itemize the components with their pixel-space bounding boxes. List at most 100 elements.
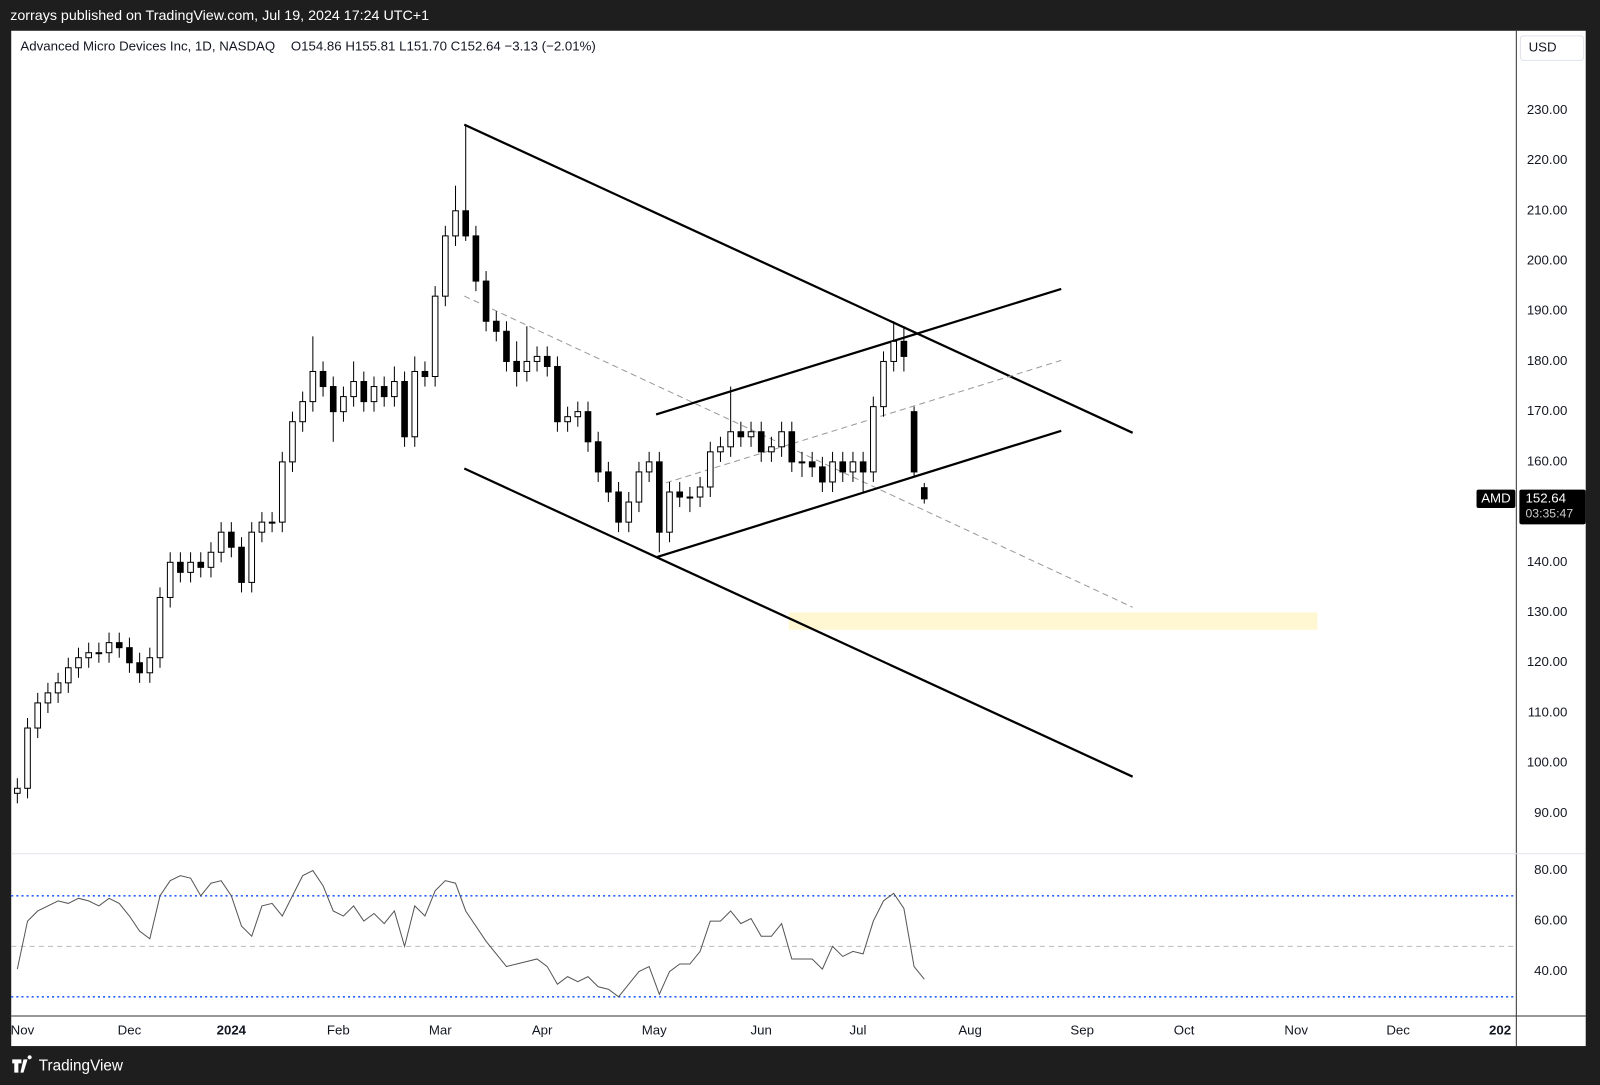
trend-line — [655, 429, 1062, 559]
candle-body — [64, 667, 72, 684]
candle-body — [268, 521, 276, 524]
candle-body — [615, 491, 622, 523]
candle-body — [350, 381, 357, 398]
y-tick-label: 60.00 — [1534, 913, 1567, 928]
candle-body — [472, 235, 480, 282]
currency-box[interactable] — [1519, 35, 1585, 61]
y-tick-label: 220.00 — [1527, 152, 1568, 167]
candle-body — [880, 360, 887, 408]
candle-body — [166, 561, 174, 598]
candle-body — [594, 441, 602, 473]
candle-body — [849, 461, 857, 473]
y-tick-label: 110.00 — [1528, 704, 1568, 719]
x-tick-label: Feb — [327, 1022, 350, 1037]
y-tick-label: 210.00 — [1527, 202, 1568, 217]
candle-body — [859, 461, 867, 473]
candle-body — [370, 386, 378, 403]
rsi-line — [16, 869, 925, 998]
channel-midline — [464, 295, 1133, 608]
candle-body — [421, 370, 429, 378]
candle-body — [839, 461, 847, 473]
candle-body — [146, 657, 154, 674]
candle-body — [289, 421, 296, 463]
y-tick-label: 100.00 — [1527, 755, 1568, 770]
candle-body — [676, 491, 684, 498]
candle-body — [870, 406, 877, 473]
candle-body — [910, 411, 918, 473]
candle-body — [278, 461, 286, 523]
brand: TradingView — [39, 1058, 124, 1075]
candle-body — [85, 652, 92, 659]
y-tick-label: 160.00 — [1527, 453, 1568, 468]
candle-body — [126, 647, 133, 664]
footer: TradingView — [12, 1055, 124, 1075]
currency: USD — [1529, 40, 1557, 55]
symbol-label: AMD — [1481, 490, 1510, 505]
x-tick-label: Jul — [850, 1022, 867, 1037]
x-tick-label: 202 — [1489, 1022, 1511, 1037]
y-tick-label: 90.00 — [1534, 805, 1567, 820]
candle-body — [197, 561, 205, 568]
candle-body — [360, 381, 368, 403]
candle-body — [54, 682, 62, 694]
candle-body — [645, 461, 653, 473]
chart-area — [11, 30, 1586, 1047]
candle-body — [829, 461, 836, 483]
chart-title: Advanced Micro Devices Inc, 1D, NASDAQ — [20, 39, 275, 54]
candle-body — [513, 360, 520, 372]
logo — [12, 1055, 32, 1073]
x-tick-label: May — [642, 1022, 667, 1037]
candle-body — [24, 727, 31, 789]
candle-body — [411, 370, 419, 438]
candle-body — [523, 360, 531, 372]
candle-body — [900, 340, 908, 357]
candle-body — [706, 451, 714, 488]
candle-body — [605, 471, 612, 493]
candle-body — [696, 486, 704, 498]
candle-body — [503, 330, 510, 362]
y-tick-label: 80.00 — [1534, 862, 1567, 877]
candle-body — [258, 521, 266, 533]
candle-body — [666, 491, 673, 533]
candle-body — [380, 386, 388, 398]
y-tick-label: 140.00 — [1527, 554, 1568, 569]
x-tick-label: Oct — [1174, 1022, 1195, 1037]
candle-body — [482, 280, 490, 322]
candle-body — [391, 381, 398, 398]
candle-body — [238, 546, 245, 583]
candle-body — [95, 652, 103, 655]
candle-body — [920, 487, 928, 500]
trend-line — [655, 287, 1062, 416]
y-tick-label: 180.00 — [1527, 353, 1568, 368]
y-tick-label: 190.00 — [1527, 303, 1568, 318]
candle-body — [543, 355, 551, 367]
candle-body — [768, 446, 775, 453]
candle-body — [401, 381, 408, 438]
candle-body — [584, 411, 592, 443]
candle-body — [625, 501, 633, 523]
x-tick-label: Aug — [958, 1022, 982, 1037]
candle-body — [217, 531, 225, 553]
candle-body — [492, 320, 500, 332]
drawings — [463, 123, 1318, 778]
y-tick-label: 40.00 — [1534, 963, 1567, 978]
candle-body — [574, 411, 582, 418]
y-tick-label: 230.00 — [1527, 102, 1568, 117]
candle-body — [819, 466, 826, 483]
candle-body — [105, 642, 113, 654]
x-tick-label: Sep — [1070, 1022, 1094, 1037]
candle-body — [187, 561, 194, 573]
candle-body — [14, 787, 21, 794]
target-zone — [788, 612, 1318, 630]
candle-body — [228, 531, 235, 548]
publisher: zorrays published on TradingView.com, Ju… — [10, 8, 429, 24]
candle-body — [747, 431, 755, 438]
trend-line — [463, 123, 1134, 434]
x-tick-label: Dec — [118, 1022, 142, 1037]
x-tick-label: Mar — [429, 1022, 452, 1037]
x-tick-label: Apr — [532, 1022, 553, 1037]
y-tick-label: 170.00 — [1527, 403, 1568, 418]
candle-body — [452, 210, 459, 237]
